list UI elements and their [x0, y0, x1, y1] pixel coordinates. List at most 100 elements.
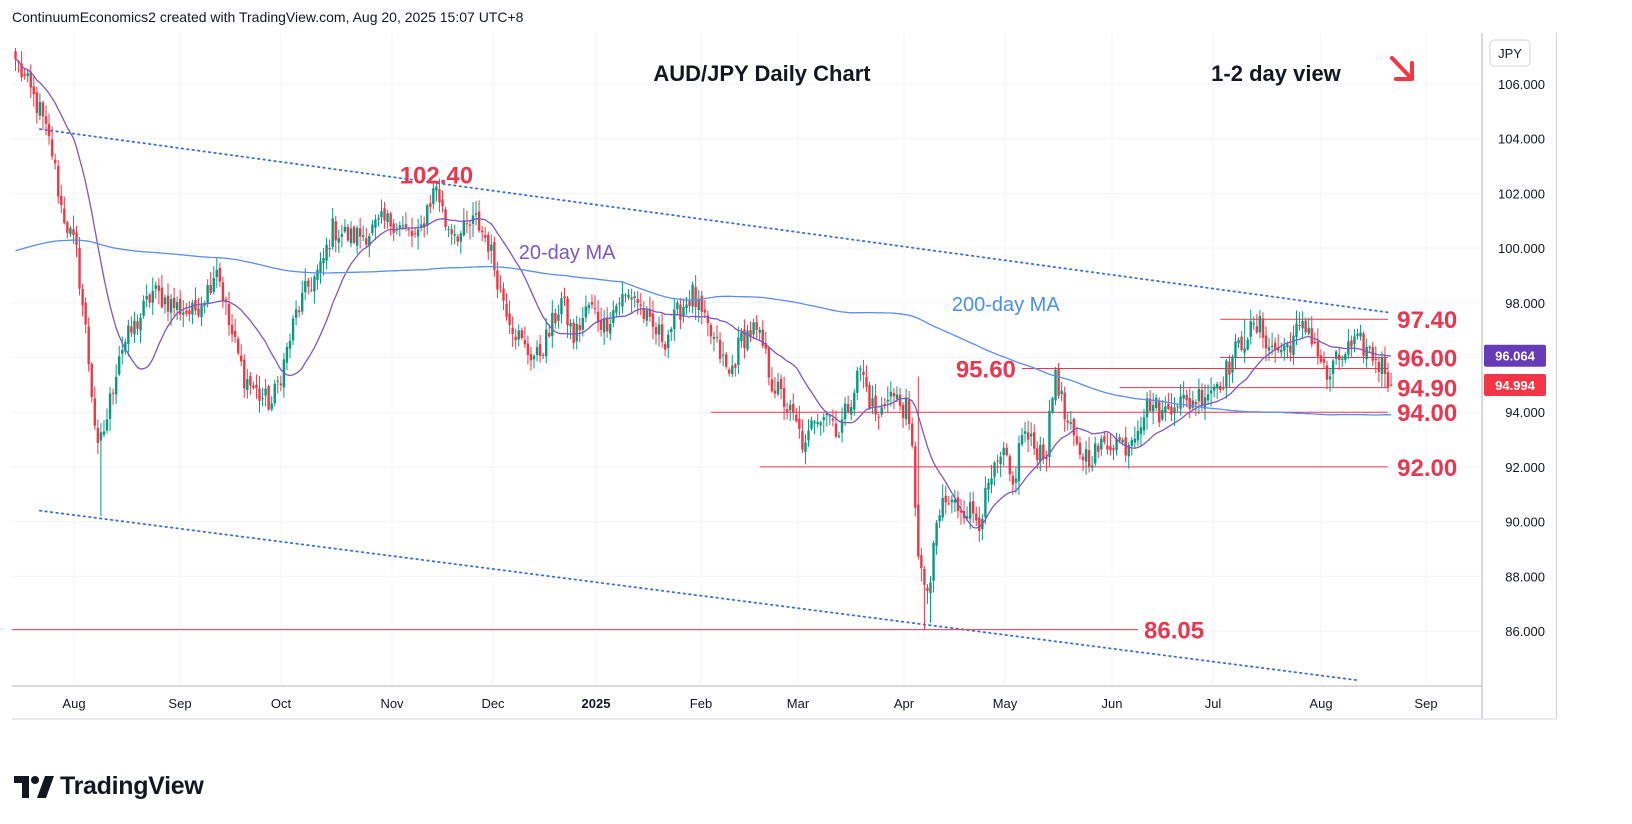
lower-trendline: [39, 509, 1359, 682]
candle: [108, 386, 112, 432]
candle: [682, 298, 685, 323]
candle: [276, 376, 279, 394]
candle: [993, 461, 996, 487]
candle: [587, 302, 591, 314]
candle: [145, 284, 148, 308]
candle: [377, 214, 380, 227]
candle: [941, 484, 944, 521]
candle: [764, 331, 767, 355]
candle: [249, 372, 252, 395]
candle: [663, 341, 667, 357]
candle: [151, 277, 154, 316]
candle: [230, 314, 234, 343]
candle: [1246, 336, 1249, 351]
candle: [72, 215, 75, 244]
candle: [1020, 427, 1024, 447]
candle: [734, 362, 737, 377]
candle: [1017, 435, 1021, 495]
candle: [904, 388, 908, 426]
candle: [1298, 312, 1301, 331]
candle: [709, 322, 713, 345]
candle: [325, 237, 328, 270]
candle: [871, 385, 874, 415]
candle: [416, 218, 420, 250]
candle: [996, 454, 999, 474]
candle: [657, 316, 661, 347]
candle: [770, 367, 774, 393]
candle: [1109, 434, 1112, 456]
candle: [935, 520, 938, 555]
candle: [828, 413, 832, 425]
candle: [520, 327, 523, 340]
candle: [1362, 331, 1365, 364]
candle: [834, 410, 838, 439]
candle: [1179, 384, 1182, 416]
candle: [1115, 432, 1118, 456]
candle: [459, 231, 462, 254]
candle: [782, 376, 786, 420]
candle: [1258, 309, 1262, 339]
candle: [84, 297, 87, 334]
candle: [1386, 363, 1390, 392]
candle: [246, 368, 249, 399]
candle: [535, 340, 539, 362]
level-label: 86.05: [1144, 618, 1204, 645]
candle: [892, 387, 896, 410]
candle: [1008, 453, 1011, 482]
plot-area: [12, 33, 1482, 686]
candle: [111, 388, 115, 405]
tradingview-logo[interactable]: TradingView: [14, 772, 204, 801]
candle: [206, 279, 209, 308]
candle: [737, 326, 740, 374]
candle: [1151, 392, 1155, 425]
candle: [1084, 440, 1088, 475]
candle: [60, 184, 63, 214]
candle: [1045, 450, 1048, 472]
down-right-arrow-icon: [1390, 56, 1414, 81]
currency-label[interactable]: JPY: [1489, 39, 1531, 67]
candle: [1173, 397, 1176, 426]
candle: [731, 354, 734, 378]
candle: [975, 506, 978, 527]
candle: [163, 294, 167, 314]
candle: [846, 395, 850, 414]
candle: [1228, 354, 1231, 388]
candle: [1338, 347, 1341, 371]
candle: [606, 307, 609, 338]
candle: [767, 346, 771, 386]
candle: [480, 225, 484, 242]
candle: [365, 227, 368, 249]
candle: [886, 386, 889, 412]
ma20-label: 20-day MA: [519, 242, 616, 264]
candle: [50, 126, 54, 160]
candle: [843, 397, 847, 426]
candle: [267, 384, 270, 411]
candle: [233, 318, 237, 343]
candle: [944, 485, 947, 515]
candle: [1219, 381, 1222, 394]
candle: [1356, 328, 1359, 340]
candle: [615, 303, 618, 318]
candle: [670, 326, 673, 341]
candle: [798, 405, 801, 439]
x-tick-label: Sep: [168, 696, 191, 711]
candle: [529, 346, 533, 371]
candle: [435, 182, 438, 202]
level-label: 92.00: [1397, 455, 1457, 482]
candle: [621, 281, 624, 314]
candle: [90, 362, 93, 403]
candle: [609, 312, 612, 341]
candle: [1365, 338, 1368, 368]
x-tick-label: Sep: [1414, 696, 1437, 711]
candle: [477, 200, 481, 233]
candle: [1057, 363, 1060, 399]
candle: [1383, 346, 1387, 388]
candle: [1237, 337, 1240, 349]
candle: [334, 215, 337, 253]
candle: [81, 283, 84, 317]
candle: [105, 408, 109, 434]
candle: [602, 309, 606, 345]
candle: [557, 304, 560, 329]
candle: [185, 303, 188, 317]
